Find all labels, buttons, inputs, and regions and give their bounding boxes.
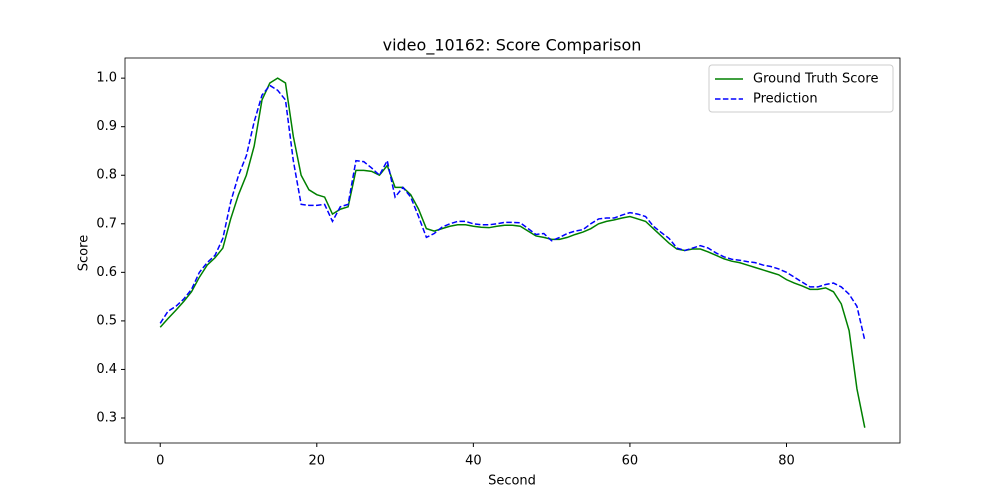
y-tick-label: 1.0 [96, 71, 117, 86]
y-tick-label: 0.3 [96, 410, 117, 425]
y-tick-label: 0.7 [96, 216, 117, 231]
legend-label: Ground Truth Score [753, 72, 878, 87]
y-tick-label: 0.6 [96, 265, 117, 280]
x-tick-label: 80 [778, 454, 795, 469]
x-tick-label: 40 [465, 454, 482, 469]
legend-label: Prediction [753, 92, 818, 107]
data-line [159, 84, 866, 341]
chart-title: video_10162: Score Comparison [383, 36, 642, 56]
x-tick-label: 60 [622, 454, 639, 469]
y-tick-label: 0.9 [96, 119, 117, 134]
y-tick-label: 0.5 [96, 313, 117, 328]
y-tick-label: 0.8 [96, 168, 117, 183]
legend-box [708, 64, 894, 113]
plot-frame [124, 57, 901, 444]
y-tick-label: 0.4 [96, 362, 117, 377]
x-tick-label: 0 [156, 454, 164, 469]
x-tick-label: 20 [309, 454, 326, 469]
y-axis-label: Score [77, 235, 92, 271]
x-axis-label: Second [488, 474, 536, 489]
data-line [159, 77, 866, 428]
